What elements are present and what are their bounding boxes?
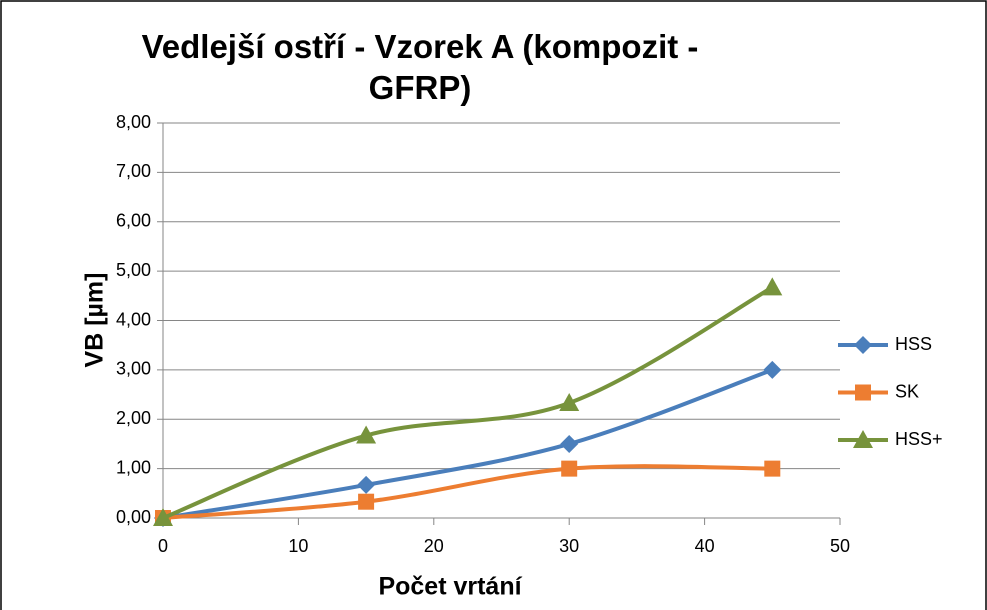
y-axis-title: VB [µm] <box>81 273 109 368</box>
x-tick-label: 30 <box>559 536 579 556</box>
series-line <box>162 367 773 520</box>
y-tick-label: 3,00 <box>116 359 151 379</box>
x-tick-label: 0 <box>158 536 168 556</box>
x-tick-label: 20 <box>424 536 444 556</box>
series-line <box>162 464 773 520</box>
y-tick-label: 8,00 <box>116 112 151 132</box>
marker <box>153 508 173 526</box>
series-line <box>162 285 774 520</box>
legend-label: HSS <box>895 334 932 354</box>
y-tick-label: 5,00 <box>116 260 151 280</box>
y-tick-label: 6,00 <box>116 211 151 231</box>
legend-marker <box>855 384 871 401</box>
x-tick-label: 50 <box>830 536 850 556</box>
marker <box>763 360 782 379</box>
marker <box>356 425 377 444</box>
y-tick-label: 2,00 <box>116 408 151 428</box>
y-tick-label: 1,00 <box>116 457 151 477</box>
y-tick-label: 4,00 <box>116 309 151 329</box>
legend-marker <box>853 430 873 448</box>
x-axis-title: Počet vrtání <box>378 573 522 601</box>
marker <box>560 434 579 453</box>
x-tick-label: 40 <box>695 536 715 556</box>
marker <box>357 475 376 494</box>
marker <box>762 277 783 296</box>
legend-label: SK <box>895 381 919 401</box>
marker <box>764 460 781 477</box>
legend-marker <box>854 336 872 354</box>
marker <box>358 493 375 510</box>
y-tick-label: 7,00 <box>116 161 151 181</box>
y-tick-label: 0,00 <box>116 507 151 527</box>
x-tick-label: 10 <box>288 536 308 556</box>
legend-label: HSS+ <box>895 429 943 449</box>
marker <box>559 392 580 411</box>
chart-title: Vedlejší ostří - Vzorek A (kompozit - GF… <box>141 28 699 106</box>
marker <box>561 460 578 477</box>
